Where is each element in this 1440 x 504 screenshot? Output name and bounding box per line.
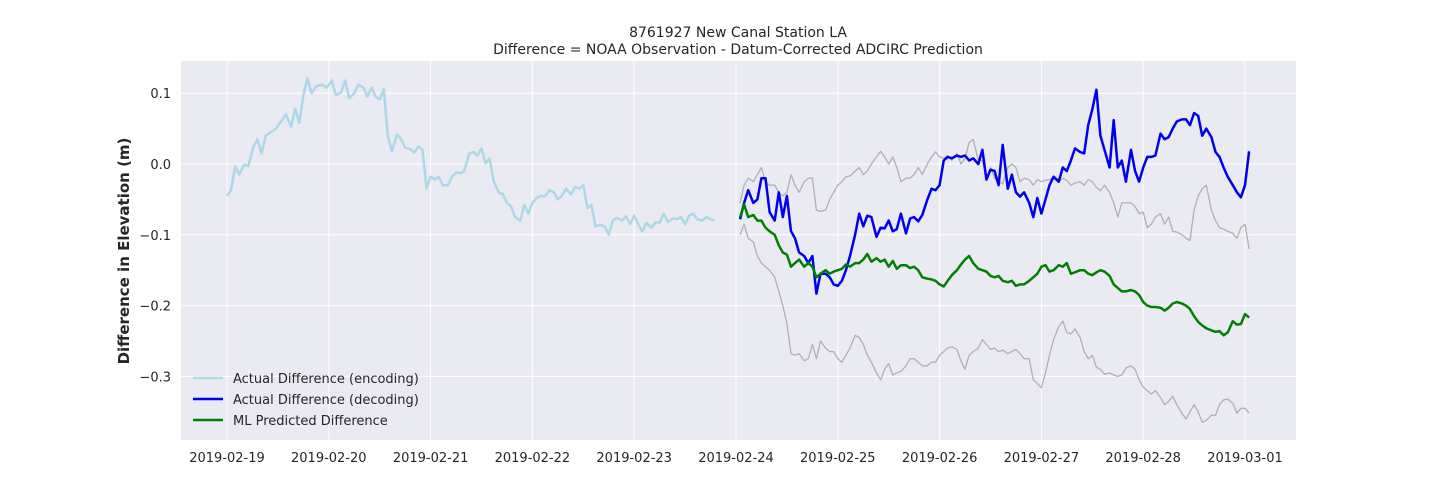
legend: Actual Difference (encoding) Actual Diff…	[193, 372, 419, 429]
y-tick-label: −0.2	[139, 300, 171, 315]
legend-label-decoding: Actual Difference (decoding)	[233, 393, 419, 408]
x-tick-label: 2019-03-01	[1207, 451, 1283, 466]
y-tick-label: 0.0	[150, 158, 171, 173]
chart-title: 8761927 New Canal Station LA	[629, 25, 847, 41]
chart-subtitle: Difference = NOAA Observation - Datum-Co…	[493, 42, 983, 58]
x-tick-label: 2019-02-24	[698, 451, 774, 466]
x-tick-label: 2019-02-20	[291, 451, 367, 466]
legend-label-predicted: ML Predicted Difference	[233, 414, 388, 429]
x-tick-label: 2019-02-28	[1105, 451, 1181, 466]
y-axis-label: Difference in Elevation (m)	[115, 138, 133, 365]
x-tick-label: 2019-02-27	[1004, 451, 1080, 466]
series-line-encoding	[225, 77, 716, 237]
x-tick-label: 2019-02-22	[495, 451, 571, 466]
legend-label-encoding: Actual Difference (encoding)	[233, 372, 419, 387]
x-tick-label: 2019-02-23	[596, 451, 672, 466]
x-tick-label: 2019-02-21	[393, 451, 469, 466]
series-line-decoding	[738, 88, 1251, 295]
x-axis-ticks: 2019-02-19 2019-02-20 2019-02-21 2019-02-22…	[189, 451, 1283, 466]
y-tick-label: −0.3	[139, 370, 171, 385]
series-lines	[225, 77, 1251, 424]
x-tick-label: 2019-02-26	[902, 451, 978, 466]
y-tick-label: −0.1	[139, 229, 171, 244]
y-axis-ticks: 0.1 0.0 −0.1 −0.2 −0.3	[139, 87, 171, 385]
x-tick-label: 2019-02-19	[189, 451, 265, 466]
series-line-predicted	[738, 203, 1250, 337]
x-tick-label: 2019-02-25	[800, 451, 876, 466]
y-tick-label: 0.1	[150, 87, 171, 102]
grid-lines	[181, 61, 1296, 440]
band-line-lower	[739, 223, 1250, 424]
band-line-upper	[739, 138, 1250, 250]
